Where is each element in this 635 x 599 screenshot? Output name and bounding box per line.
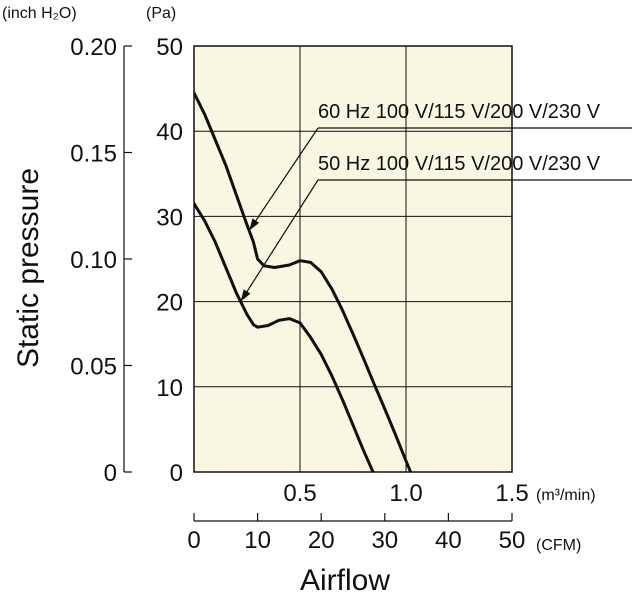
y-tick-label: 40 [156,119,183,146]
annotation-leader [248,127,319,231]
x2-tick-label: 50 [499,527,526,554]
annotation-arrowhead [249,218,260,231]
annotation-label-2: 50 Hz 100 V/115 V/200 V/230 V [318,153,601,175]
grid-lines [194,46,512,472]
x-tick-label: 1.0 [389,480,422,507]
x2-tick-label: 0 [187,527,200,554]
x-tick-label: 1.5 [495,480,528,507]
x-axis-title: Airflow [300,564,390,597]
y-tick-label: 20 [156,290,183,317]
y2-tick-label: 0.20 [70,34,117,61]
y2-tick-label: 0.15 [70,141,117,168]
plot-background [194,46,512,472]
x-unit-label: (m³/min) [536,487,596,504]
y-tick-label: 30 [156,204,183,231]
y-tick-label: 10 [156,375,183,402]
y-tick-label: 0 [170,460,183,487]
x2-tick-label: 40 [435,527,462,554]
curves [194,91,413,472]
y-axis-title: Static pressure [12,168,45,368]
series-line-2 [194,202,375,472]
x2-tick-label: 30 [371,527,398,554]
y2-tick-label: 0 [104,460,117,487]
y-unit-label: (Pa) [146,5,176,22]
annotation-label-1: 60 Hz 100 V/115 V/200 V/230 V [318,101,601,123]
ticks: 0 10 20 30 40 50 0.5 1.0 1.5 0 0.05 0.10 0.15 0.20 0 10… [70,34,528,554]
y2-tick-label: 0.10 [70,247,117,274]
y2-tick-label: 0.05 [70,354,117,381]
annotations: 60 Hz 100 V/115 V/200 V/230 V 50 Hz 100 V… [240,101,632,302]
series-line-1 [194,91,413,472]
annotation-leader [240,179,319,302]
x2-tick-label: 20 [308,527,335,554]
x-tick-label: 0.5 [283,480,316,507]
annotation-arrowhead [240,289,251,302]
plot-frame [193,45,513,473]
y-tick-label: 50 [156,34,183,61]
x2-unit-label: (CFM) [536,537,581,554]
y2-unit-label: (inch H₂O) [2,5,77,22]
x2-tick-label: 10 [244,527,271,554]
